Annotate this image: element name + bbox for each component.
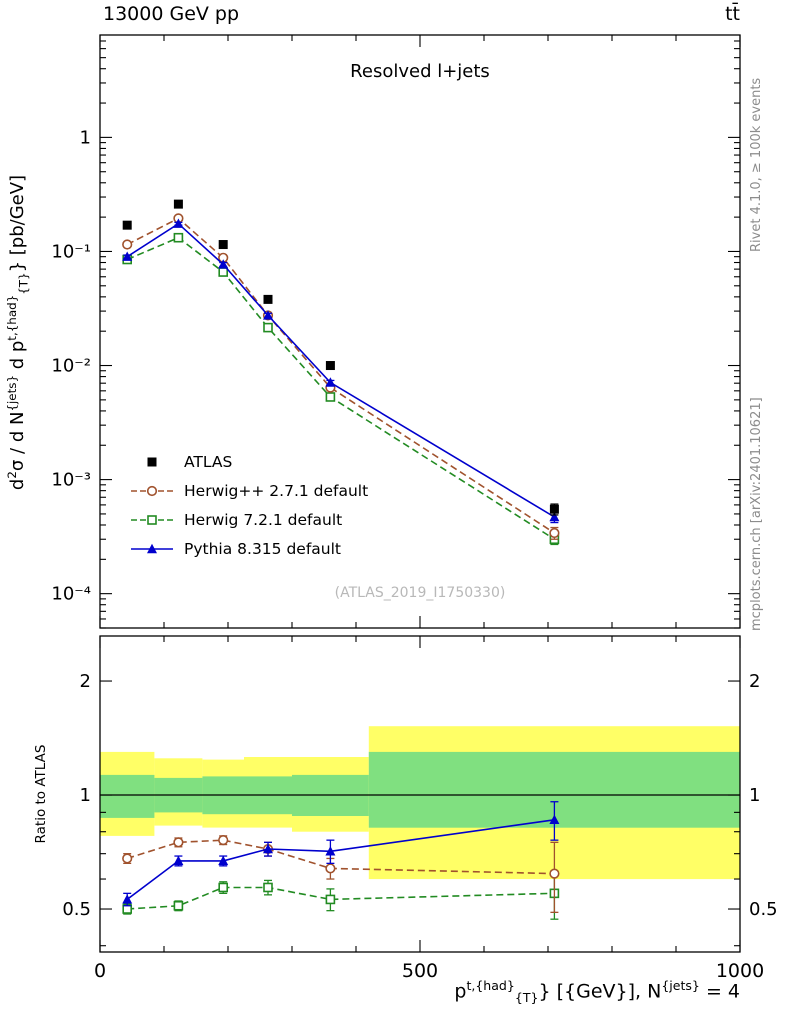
svg-text:0.5: 0.5 xyxy=(749,899,778,920)
svg-text:1: 1 xyxy=(80,785,91,806)
beam-energy-label: 13000 GeV pp xyxy=(103,3,240,25)
rivet-version-note: Rivet 4.1.0, ≥ 100k events xyxy=(749,77,764,252)
analysis-id-watermark: (ATLAS_2019_I1750330) xyxy=(334,585,506,601)
plot-title: Resolved l+jets xyxy=(350,61,490,82)
mcplots-credit-note: mcplots.cern.ch [arXiv:2401.10621] xyxy=(749,397,764,631)
svg-text:1: 1 xyxy=(80,127,91,148)
legend-item-herwigpp: Herwig++ 2.7.1 default xyxy=(129,476,368,505)
svg-text:1: 1 xyxy=(749,785,760,806)
axis-ticks xyxy=(99,35,741,952)
svg-text:10⁻²: 10⁻² xyxy=(51,356,91,377)
legend-label-herwig7: Herwig 7.2.1 default xyxy=(184,510,343,529)
svg-text:10⁻³: 10⁻³ xyxy=(51,470,91,491)
x-axis-label: pt,{had}{T}} [{GeV}], N{jets} = 4 xyxy=(454,978,740,1006)
legend-label-herwigpp: Herwig++ 2.7.1 default xyxy=(184,481,369,500)
process-label: tt̄ xyxy=(725,3,740,25)
ratio-uncertainty-bands xyxy=(100,726,740,880)
tick-labels: 1 10⁻¹ 10⁻² 10⁻³ 10⁻⁴ 0.5 0.5 1 1 2 2 0 500 1000 xyxy=(51,127,777,982)
svg-text:2: 2 xyxy=(749,671,760,692)
svg-text:0.5: 0.5 xyxy=(62,899,91,920)
svg-text:10⁻¹: 10⁻¹ xyxy=(51,241,91,262)
svg-text:2: 2 xyxy=(80,671,91,692)
legend-item-atlas: ATLAS xyxy=(129,447,368,476)
atlas-marker-icon xyxy=(147,457,157,466)
svg-text:0: 0 xyxy=(94,960,106,982)
herwig7-marker-icon xyxy=(131,514,173,525)
legend: ATLAS Herwig++ 2.7.1 default Herwig 7.2.… xyxy=(129,447,368,563)
ratio-panel-series xyxy=(122,801,560,920)
herwigpp-marker-icon xyxy=(131,485,173,496)
ratio-axis-label: Ratio to ATLAS xyxy=(33,744,49,844)
svg-text:500: 500 xyxy=(402,960,438,982)
legend-label-atlas: ATLAS xyxy=(184,452,233,471)
top-panel-series xyxy=(122,199,560,546)
legend-item-herwig7: Herwig 7.2.1 default xyxy=(129,505,368,534)
svg-text:10⁻⁴: 10⁻⁴ xyxy=(51,584,91,605)
legend-item-pythia: Pythia 8.315 default xyxy=(129,534,368,563)
pythia-marker-icon xyxy=(131,543,173,553)
svg-text:1000: 1000 xyxy=(716,960,764,982)
legend-label-pythia: Pythia 8.315 default xyxy=(184,539,341,558)
y-axis-label: d2σ / d N{jets} d pt,{had}{T}} [pb/GeV] xyxy=(5,174,31,491)
